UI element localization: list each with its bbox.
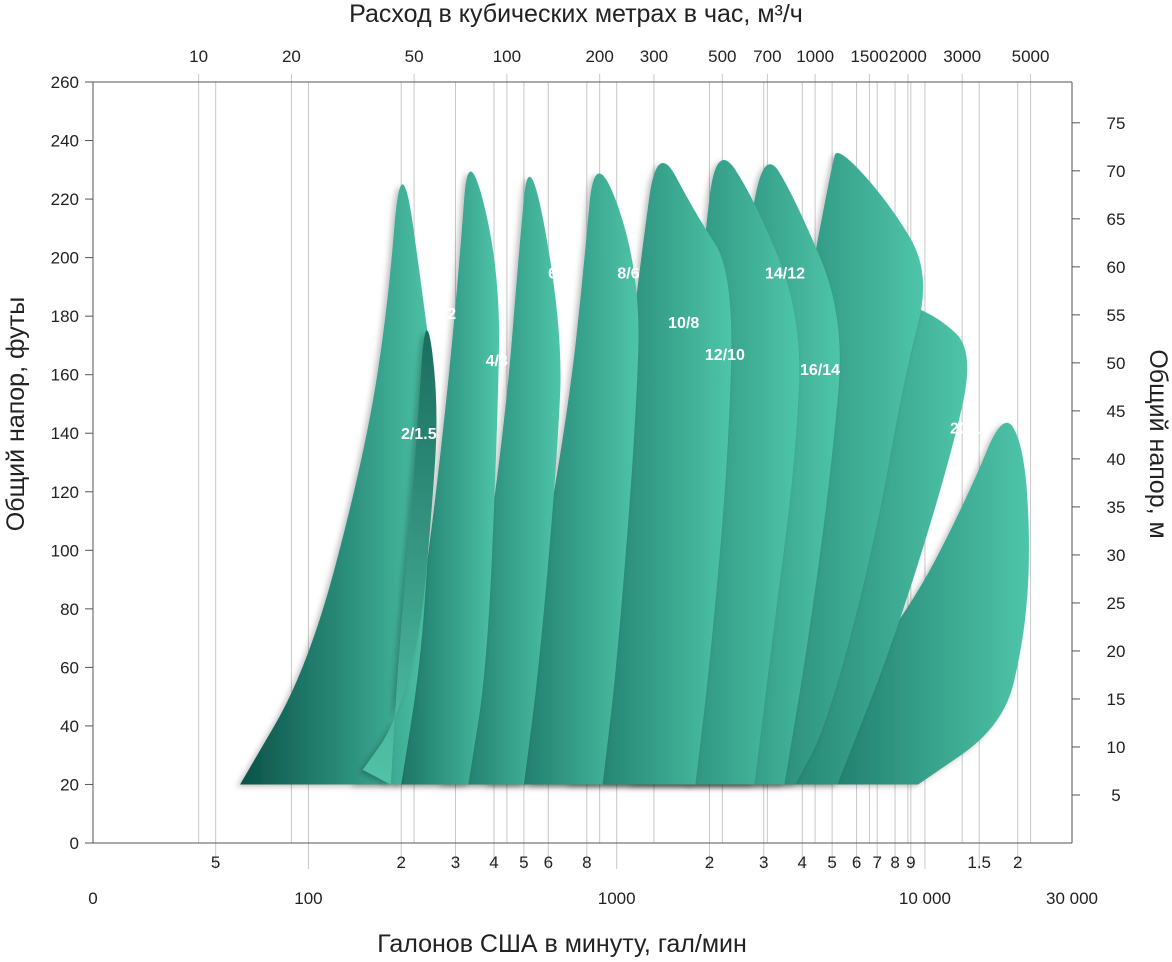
y-tick-label: 180 [51, 307, 79, 326]
region-label-8-6: 8/6 [617, 265, 639, 282]
y2-tick-label: 20 [1107, 642, 1126, 661]
x-tick-label: 10 000 [899, 889, 951, 908]
x-tick-label: 0 [88, 889, 97, 908]
y2-tick-label: 45 [1107, 402, 1126, 421]
pump-region-3-2 [353, 171, 500, 785]
y2-tick-label: 65 [1107, 210, 1126, 229]
y-tick-label: 20 [60, 775, 79, 794]
y-tick-label: 220 [51, 190, 79, 209]
x2-tick-label: 50 [405, 47, 424, 66]
x-tick-label: 100 [294, 889, 322, 908]
pump-regions [240, 152, 1029, 785]
x-minor-tick-label: 8 [582, 853, 591, 872]
y-tick-label: 120 [51, 483, 79, 502]
axes: 10 20 50 100 200 300 500 700 1000 1500 2000 3000 500… [51, 47, 1126, 908]
y-tick-label: 40 [60, 717, 79, 736]
pump-region-2-1-5 [362, 330, 437, 785]
y2-tick-label: 50 [1107, 354, 1126, 373]
y2-tick-label: 55 [1107, 306, 1126, 325]
pump-region-4-3 [394, 176, 561, 785]
y2-tick-label: 25 [1107, 594, 1126, 613]
x2-axis-title: Расход в кубических метрах в час, м³/ч [349, 0, 803, 28]
x-minor-tick-label: 2 [705, 853, 714, 872]
x2-tick-label: 700 [753, 47, 781, 66]
x-minor-tick-label: 9 [906, 853, 915, 872]
region-label-4-3: 4/3 [486, 353, 508, 370]
x2-tick-label: 20 [282, 47, 301, 66]
y2-tick-label: 30 [1107, 546, 1126, 565]
region-label-3-2: 3/2 [434, 306, 456, 323]
x2-tick-label: 5000 [1012, 47, 1050, 66]
y-tick-label: 260 [51, 73, 79, 92]
y-tick-label: 100 [51, 541, 79, 560]
x2-tick-label: 100 [493, 47, 521, 66]
y-tick-label: 200 [51, 249, 79, 268]
x2-tick-label: 500 [708, 47, 736, 66]
region-label-20-18: 20/18 [950, 420, 990, 437]
x-minor-tick-label: 6 [852, 853, 861, 872]
pump-region-10-8 [529, 160, 800, 785]
y2-tick-label: 70 [1107, 162, 1126, 181]
x-minor-tick-label: 5 [519, 853, 528, 872]
x-minor-tick-label: 8 [890, 853, 899, 872]
pump-region-14-12 [602, 152, 924, 785]
x-minor-tick-label: 1.5 [967, 853, 991, 872]
y-axis-title: Общий напор, футы [2, 297, 30, 531]
region-label-10-8: 10/8 [668, 315, 699, 332]
y2-tick-label: 15 [1107, 690, 1126, 709]
region-label-6-4: 6/4 [548, 265, 570, 282]
pump-region-1-5-1 [240, 184, 435, 785]
x-minor-tick-label: 4 [798, 853, 807, 872]
y2-tick-label: 40 [1107, 450, 1126, 469]
y-tick-label: 80 [60, 600, 79, 619]
y2-tick-label: 5 [1111, 786, 1120, 805]
x-axis-title: Галонов США в минуту, гал/мин [377, 930, 747, 958]
y-tick-label: 240 [51, 132, 79, 151]
region-labels: 20/18 16/14 14/12 12/10 10/8 8/6 6/4 4/3 3/2 1.5/… [338, 265, 990, 443]
x-minor-tick-label: 6 [544, 853, 553, 872]
y2-axis-title: Общий напор, м [1144, 349, 1172, 538]
x2-tick-label: 10 [189, 47, 208, 66]
y2-tick-label: 35 [1107, 498, 1126, 517]
x-tick-label: 30 000 [1046, 889, 1098, 908]
y-tick-label: 160 [51, 366, 79, 385]
y2-tick-label: 75 [1107, 114, 1126, 133]
x-minor-tick-label: 3 [759, 853, 768, 872]
x2-tick-label: 1500 [850, 47, 888, 66]
x-tick-label: 1000 [598, 889, 636, 908]
y-tick-label: 60 [60, 658, 79, 677]
x-minor-tick-label: 5 [211, 853, 220, 872]
region-label-14-12: 14/12 [765, 265, 805, 282]
x-minor-tick-label: 5 [827, 853, 836, 872]
region-label-2-1-5: 2/1.5 [401, 426, 437, 443]
x2-tick-label: 3000 [943, 47, 981, 66]
x2-tick-label: 200 [585, 47, 613, 66]
x-minor-tick-label: 3 [451, 853, 460, 872]
x-minor-tick-label: 7 [872, 853, 881, 872]
region-label-12-10: 12/10 [705, 347, 745, 364]
region-label-1-5-1: 1.5/1 [338, 286, 374, 303]
region-label-16-14: 16/14 [800, 362, 840, 379]
x2-tick-label: 300 [640, 47, 668, 66]
x2-tick-label: 1000 [796, 47, 834, 66]
y-tick-label: 0 [70, 834, 79, 853]
y-tick-label: 140 [51, 424, 79, 443]
y2-tick-label: 10 [1107, 738, 1126, 757]
pump-region-8-6 [487, 163, 732, 785]
x-minor-tick-label: 4 [489, 853, 498, 872]
x2-tick-label: 2000 [889, 47, 927, 66]
pump-region-20-18 [687, 422, 1029, 785]
x-minor-tick-label: 2 [397, 853, 406, 872]
pump-region-6-4 [441, 173, 639, 785]
x-minor-tick-label: 2 [1013, 853, 1022, 872]
y2-tick-label: 60 [1107, 258, 1126, 277]
